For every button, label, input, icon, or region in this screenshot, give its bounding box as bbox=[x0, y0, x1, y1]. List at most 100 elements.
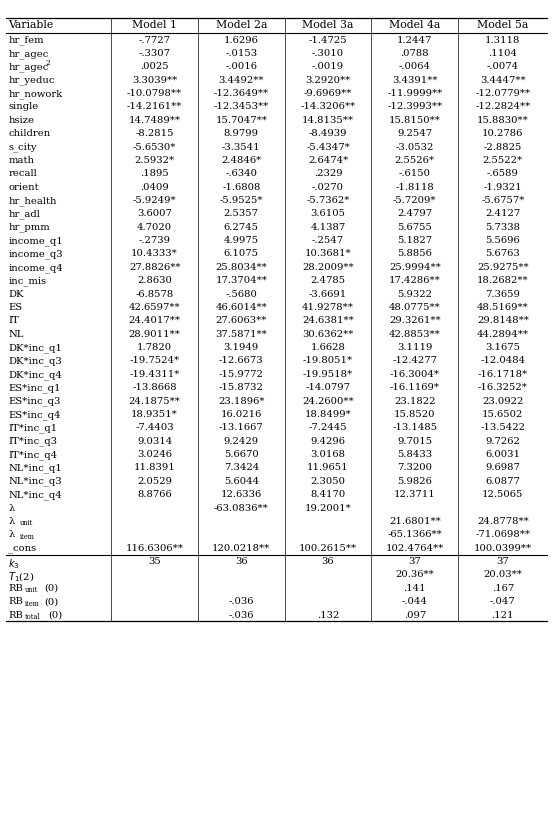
Text: -16.3252*: -16.3252* bbox=[478, 383, 528, 392]
Text: -5.9249*: -5.9249* bbox=[133, 196, 176, 205]
Text: 100.0399**: 100.0399** bbox=[474, 543, 532, 552]
Text: 28.9011**: 28.9011** bbox=[129, 330, 180, 339]
Text: -.036: -.036 bbox=[228, 597, 254, 606]
Text: hr_health: hr_health bbox=[8, 196, 57, 206]
Text: 10.4333*: 10.4333* bbox=[131, 249, 178, 258]
Text: _cons: _cons bbox=[8, 543, 36, 552]
Text: 8.4170: 8.4170 bbox=[310, 490, 346, 499]
Text: -.0270: -.0270 bbox=[312, 183, 344, 192]
Text: 9.7262: 9.7262 bbox=[486, 437, 520, 446]
Text: λ: λ bbox=[8, 503, 14, 512]
Text: ES*inc_q4: ES*inc_q4 bbox=[8, 410, 61, 420]
Text: IT: IT bbox=[8, 316, 19, 325]
Text: 102.4764**: 102.4764** bbox=[385, 543, 444, 552]
Text: 15.6502: 15.6502 bbox=[482, 410, 524, 419]
Text: -.2739: -.2739 bbox=[139, 236, 170, 245]
Text: NL*inc_q4: NL*inc_q4 bbox=[8, 490, 62, 500]
Text: 3.1949: 3.1949 bbox=[223, 343, 259, 352]
Text: -.0153: -.0153 bbox=[225, 49, 257, 58]
Text: 4.9975: 4.9975 bbox=[224, 236, 259, 245]
Text: 5.5696: 5.5696 bbox=[486, 236, 520, 245]
Text: 9.0314: 9.0314 bbox=[137, 437, 172, 446]
Text: 5.6670: 5.6670 bbox=[224, 450, 259, 459]
Text: -.2547: -.2547 bbox=[312, 236, 344, 245]
Text: 36: 36 bbox=[235, 557, 248, 566]
Text: -12.4277: -12.4277 bbox=[392, 356, 437, 365]
Text: -.6340: -.6340 bbox=[225, 169, 257, 178]
Text: 2.0529: 2.0529 bbox=[137, 477, 172, 486]
Text: 18.9351*: 18.9351* bbox=[131, 410, 178, 419]
Text: 36: 36 bbox=[322, 557, 335, 566]
Text: 6.1075: 6.1075 bbox=[224, 249, 259, 258]
Text: 5.1827: 5.1827 bbox=[397, 236, 432, 245]
Text: 48.5169**: 48.5169** bbox=[477, 303, 529, 312]
Text: income_q4: income_q4 bbox=[8, 263, 63, 273]
Text: 10.3681*: 10.3681* bbox=[305, 249, 351, 258]
Text: 18.8499*: 18.8499* bbox=[305, 410, 351, 419]
Text: -.3307: -.3307 bbox=[139, 49, 170, 58]
Text: -5.6757*: -5.6757* bbox=[481, 196, 524, 205]
Text: 3.0246: 3.0246 bbox=[137, 450, 172, 459]
Text: Model 3a: Model 3a bbox=[302, 20, 354, 30]
Text: -5.6530*: -5.6530* bbox=[133, 142, 176, 151]
Text: 3.2920**: 3.2920** bbox=[305, 76, 351, 85]
Text: -63.0836**: -63.0836** bbox=[214, 503, 269, 512]
Text: -2.8825: -2.8825 bbox=[483, 142, 522, 151]
Text: 19.2001*: 19.2001* bbox=[305, 503, 351, 512]
Text: RB: RB bbox=[8, 610, 23, 619]
Text: 5.9826: 5.9826 bbox=[397, 477, 432, 486]
Text: 9.2547: 9.2547 bbox=[397, 129, 432, 138]
Text: income_q1: income_q1 bbox=[8, 236, 63, 246]
Text: 10.2786: 10.2786 bbox=[482, 129, 524, 138]
Text: 7.3424: 7.3424 bbox=[223, 463, 259, 472]
Text: hr_nowork: hr_nowork bbox=[8, 89, 62, 99]
Text: Model 2a: Model 2a bbox=[216, 20, 267, 30]
Text: 24.4017**: 24.4017** bbox=[128, 316, 181, 325]
Text: hr_fem: hr_fem bbox=[8, 36, 44, 45]
Text: -6.8578: -6.8578 bbox=[135, 289, 174, 298]
Text: 48.0775**: 48.0775** bbox=[389, 303, 441, 312]
Text: -.3010: -.3010 bbox=[312, 49, 344, 58]
Text: 18.2682**: 18.2682** bbox=[477, 276, 529, 285]
Text: 2.5932*: 2.5932* bbox=[134, 156, 175, 165]
Text: .1104: .1104 bbox=[488, 49, 517, 58]
Text: 14.8135**: 14.8135** bbox=[302, 116, 354, 125]
Text: 2.5526*: 2.5526* bbox=[395, 156, 435, 165]
Text: -13.1485: -13.1485 bbox=[392, 423, 437, 432]
Text: 5.8856: 5.8856 bbox=[397, 249, 432, 258]
Text: 3.6105: 3.6105 bbox=[310, 209, 346, 218]
Text: hsize: hsize bbox=[8, 116, 34, 125]
Text: -12.3453**: -12.3453** bbox=[213, 102, 269, 111]
Text: 2.5357: 2.5357 bbox=[224, 209, 259, 218]
Text: 23.0922: 23.0922 bbox=[482, 396, 524, 405]
Text: 28.2009**: 28.2009** bbox=[302, 263, 354, 272]
Text: orient: orient bbox=[8, 183, 39, 192]
Text: -5.4347*: -5.4347* bbox=[306, 142, 350, 151]
Text: -15.8732: -15.8732 bbox=[219, 383, 264, 392]
Text: 16.0216: 16.0216 bbox=[221, 410, 262, 419]
Text: 20.03**: 20.03** bbox=[483, 570, 522, 579]
Text: -12.3993**: -12.3993** bbox=[387, 102, 442, 111]
Text: 27.8826**: 27.8826** bbox=[129, 263, 180, 272]
Text: DK*inc_q1: DK*inc_q1 bbox=[8, 343, 62, 353]
Text: 5.6763: 5.6763 bbox=[486, 249, 520, 258]
Text: hr_pmm: hr_pmm bbox=[8, 223, 50, 233]
Text: 9.7015: 9.7015 bbox=[397, 437, 432, 446]
Text: -19.4311*: -19.4311* bbox=[129, 370, 180, 379]
Text: -5.9525*: -5.9525* bbox=[220, 196, 263, 205]
Text: 9.6987: 9.6987 bbox=[486, 463, 520, 472]
Text: -3.0532: -3.0532 bbox=[395, 142, 434, 151]
Text: Model 4a: Model 4a bbox=[389, 20, 440, 30]
Text: -9.6969**: -9.6969** bbox=[304, 89, 352, 98]
Text: λ: λ bbox=[8, 517, 14, 526]
Text: IT*inc_q3: IT*inc_q3 bbox=[8, 437, 58, 446]
Text: ES*inc_q3: ES*inc_q3 bbox=[8, 396, 61, 406]
Text: IT*inc_q4: IT*inc_q4 bbox=[8, 450, 58, 460]
Text: .121: .121 bbox=[492, 610, 514, 619]
Text: 29.8148**: 29.8148** bbox=[477, 316, 529, 325]
Text: 2: 2 bbox=[46, 59, 50, 67]
Text: -1.6808: -1.6808 bbox=[222, 183, 260, 192]
Text: 3.4447**: 3.4447** bbox=[480, 76, 525, 85]
Text: -13.1667: -13.1667 bbox=[219, 423, 264, 432]
Text: 21.6801**: 21.6801** bbox=[389, 517, 441, 526]
